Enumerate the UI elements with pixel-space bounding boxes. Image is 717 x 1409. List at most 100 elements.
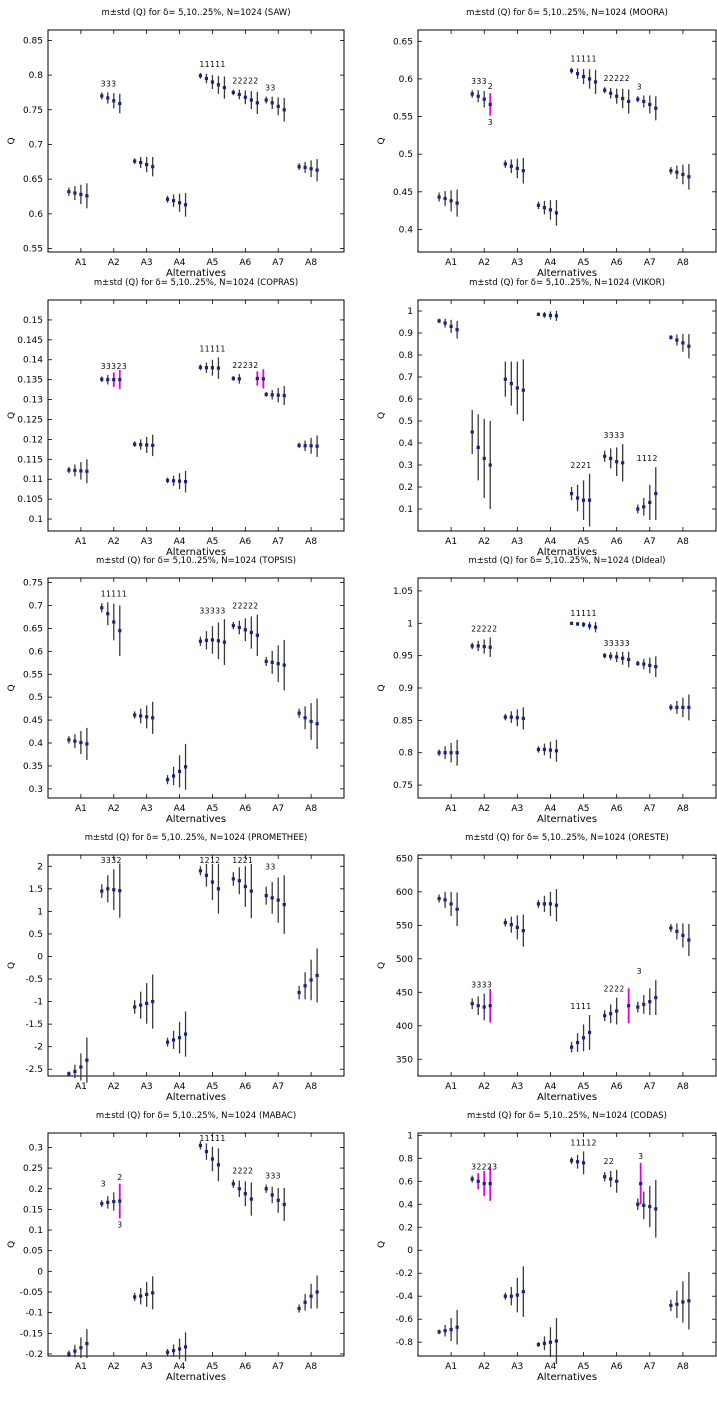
mean-point	[687, 175, 691, 179]
mean-point	[587, 498, 592, 502]
rank-label: 11111	[199, 1134, 225, 1143]
y-tick-label: -0.05	[20, 1288, 43, 1298]
mean-point	[183, 1345, 188, 1349]
mean-point	[681, 1300, 685, 1304]
y-tick-label: 0.7	[399, 373, 413, 383]
mean-point	[488, 463, 492, 467]
chart-title: m±std (Q) for δ= 5,10..25%, N=1024 (DIde…	[468, 556, 665, 566]
y-axis-label: Q	[7, 1241, 17, 1248]
mean-point	[112, 620, 116, 624]
mean-point	[73, 1349, 77, 1353]
mean-point	[648, 500, 652, 504]
x-tick-label: A4	[544, 804, 556, 814]
mean-point	[255, 101, 259, 105]
mean-point	[455, 1325, 459, 1329]
y-tick-label: 0.45	[23, 716, 43, 726]
mean-point	[687, 705, 691, 710]
mean-point	[536, 902, 541, 906]
mean-point	[503, 1294, 507, 1298]
x-tick-label: A3	[511, 537, 523, 547]
y-tick-label: 0.55	[393, 113, 413, 123]
y-tick-label: -0.2	[395, 1269, 413, 1279]
y-tick-label: 400	[396, 1022, 413, 1032]
mean-point	[297, 165, 301, 169]
mean-point	[237, 1187, 241, 1191]
y-tick-label: 0.115	[17, 455, 43, 465]
mean-point	[509, 1294, 513, 1298]
y-tick-label: 600	[396, 888, 413, 898]
y-tick-label: 0.6	[399, 1177, 414, 1187]
mean-point	[270, 101, 274, 105]
mean-point	[303, 165, 307, 169]
x-axis-label: Alternatives	[537, 1372, 597, 1383]
rank-label: 33323	[101, 362, 127, 371]
y-tick-label: 550	[396, 921, 413, 931]
rank-label: 22	[604, 1157, 615, 1166]
y-tick-label: -0.5	[25, 975, 43, 985]
x-tick-label: A2	[478, 537, 490, 547]
x-tick-label: A7	[272, 1362, 284, 1372]
mean-point	[276, 898, 280, 902]
mean-point	[443, 1329, 447, 1333]
mean-point	[681, 341, 685, 345]
mean-point	[85, 742, 89, 746]
mean-point	[112, 99, 116, 103]
mean-point	[443, 751, 447, 755]
x-axis-label: Alternatives	[166, 1372, 226, 1383]
y-axis-label: Q	[7, 684, 17, 691]
y-tick-label: 0.4	[399, 225, 414, 235]
x-tick-label: A3	[141, 537, 153, 547]
mean-point	[231, 376, 235, 381]
mean-point	[151, 1291, 155, 1295]
y-tick-label: 2	[37, 862, 43, 872]
mean-point	[669, 169, 673, 173]
y-tick-label: 0.8	[29, 71, 44, 81]
mean-point	[470, 1177, 474, 1181]
mean-point	[216, 366, 221, 370]
y-tick-label: 650	[396, 854, 413, 864]
y-tick-label: 0.4	[29, 739, 44, 749]
chart-panel: m±std (Q) for δ= 5,10..25%, N=1024 (SAW)…	[7, 8, 345, 279]
y-axis-label: Q	[377, 684, 387, 691]
plot-frame	[47, 854, 345, 1077]
mean-point	[198, 639, 203, 643]
x-axis-label: Alternatives	[537, 814, 597, 825]
mean-point	[297, 711, 301, 715]
plot-frame	[47, 577, 345, 799]
mean-point	[222, 85, 227, 90]
mean-point	[615, 94, 619, 98]
y-tick-label: 0.2	[399, 483, 413, 493]
x-axis-label: Alternatives	[537, 547, 597, 558]
mean-point	[455, 907, 459, 911]
mean-point	[264, 1187, 268, 1191]
y-tick-label: 0.8	[399, 1154, 414, 1164]
mean-point	[177, 479, 182, 483]
chart-title: m±std (Q) for δ= 5,10..25%, N=1024 (VIKO…	[469, 278, 665, 288]
x-tick-label: A4	[174, 1082, 186, 1092]
mean-point	[276, 104, 280, 108]
mean-point	[642, 1203, 646, 1208]
x-tick-label: A8	[677, 804, 689, 814]
mean-point	[264, 893, 268, 898]
mean-point	[449, 199, 453, 203]
mean-point	[67, 1352, 71, 1356]
mean-point	[171, 1038, 176, 1042]
mean-point	[636, 1202, 640, 1206]
y-tick-label: 0.55	[23, 670, 43, 680]
y-tick-label: 0.35	[23, 762, 43, 772]
chart-title: m±std (Q) for δ= 5,10..25%, N=1024 (CODA…	[467, 1111, 667, 1121]
mean-point	[85, 469, 89, 473]
mean-point	[603, 1014, 607, 1018]
y-tick-label: 0.85	[393, 716, 413, 726]
rank-label: 33333	[199, 606, 225, 615]
mean-point	[648, 1000, 652, 1004]
mean-point	[171, 479, 176, 483]
rank-label: 11111	[199, 344, 225, 353]
mean-point	[79, 1065, 83, 1069]
mean-point	[165, 1040, 170, 1044]
mean-point	[139, 1003, 143, 1007]
y-tick-label: 1	[407, 1131, 413, 1141]
x-tick-label: A3	[511, 1082, 523, 1092]
mean-point	[509, 923, 513, 927]
y-tick-label: -0.8	[395, 1338, 413, 1348]
